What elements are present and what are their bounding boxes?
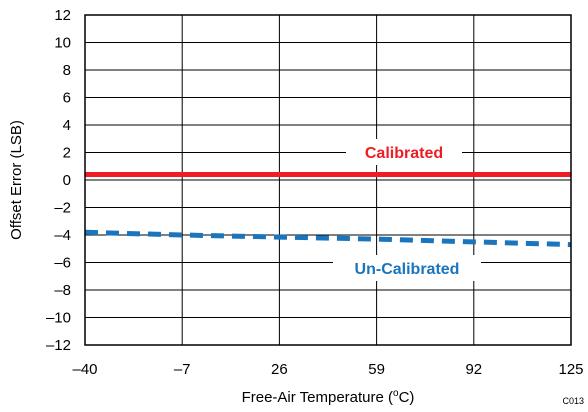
y-tick-label: –2 xyxy=(54,200,71,217)
plot-frame xyxy=(84,14,572,346)
y-tick-label: –12 xyxy=(46,337,71,354)
y-tick-label: –6 xyxy=(54,255,71,272)
series-lines xyxy=(84,172,572,248)
y-tick-labels: 12 10 8 6 4 2 0 –2 –4 –6 –8 –10 –12 xyxy=(46,7,71,354)
calibrated-label-bg xyxy=(346,139,462,165)
uncalibrated-label: Un-Calibrated xyxy=(355,261,460,278)
y-tick-label: 12 xyxy=(54,7,71,24)
x-tick-labels: –40 –7 26 59 92 125 xyxy=(72,361,583,378)
y-tick-label: 0 xyxy=(63,172,71,189)
y-tick-label: 4 xyxy=(63,117,71,134)
y-tick-label: –8 xyxy=(54,282,71,299)
series-labels: Calibrated Un-Calibrated xyxy=(333,139,481,281)
x-tick-label: 26 xyxy=(271,361,288,378)
x-axis-label-tail: C) xyxy=(399,389,415,406)
y-tick-label: 2 xyxy=(63,145,71,162)
calibrated-label: Calibrated xyxy=(365,145,443,162)
y-axis-label: Offset Error (LSB) xyxy=(8,120,25,240)
x-tick-label: 125 xyxy=(558,361,583,378)
figure-code: C013 xyxy=(562,396,584,406)
x-axis-label-main: Free-Air Temperature ( xyxy=(242,389,393,406)
y-tick-label: 10 xyxy=(54,35,71,52)
y-tick-label: 8 xyxy=(63,62,71,79)
uncalibrated-line xyxy=(84,229,572,248)
x-axis-label: Free-Air Temperature (oC) xyxy=(242,388,415,406)
x-tick-label: 59 xyxy=(368,361,385,378)
y-tick-label: –4 xyxy=(54,227,71,244)
x-tick-label: –40 xyxy=(72,361,97,378)
y-tick-label: –10 xyxy=(46,310,71,327)
grid xyxy=(84,14,572,346)
x-axis-label-degree: o xyxy=(393,388,399,399)
uncalibrated-label-bg xyxy=(333,255,481,281)
x-tick-label: –7 xyxy=(174,361,191,378)
x-tick-label: 92 xyxy=(465,361,482,378)
y-tick-label: 6 xyxy=(63,90,71,107)
